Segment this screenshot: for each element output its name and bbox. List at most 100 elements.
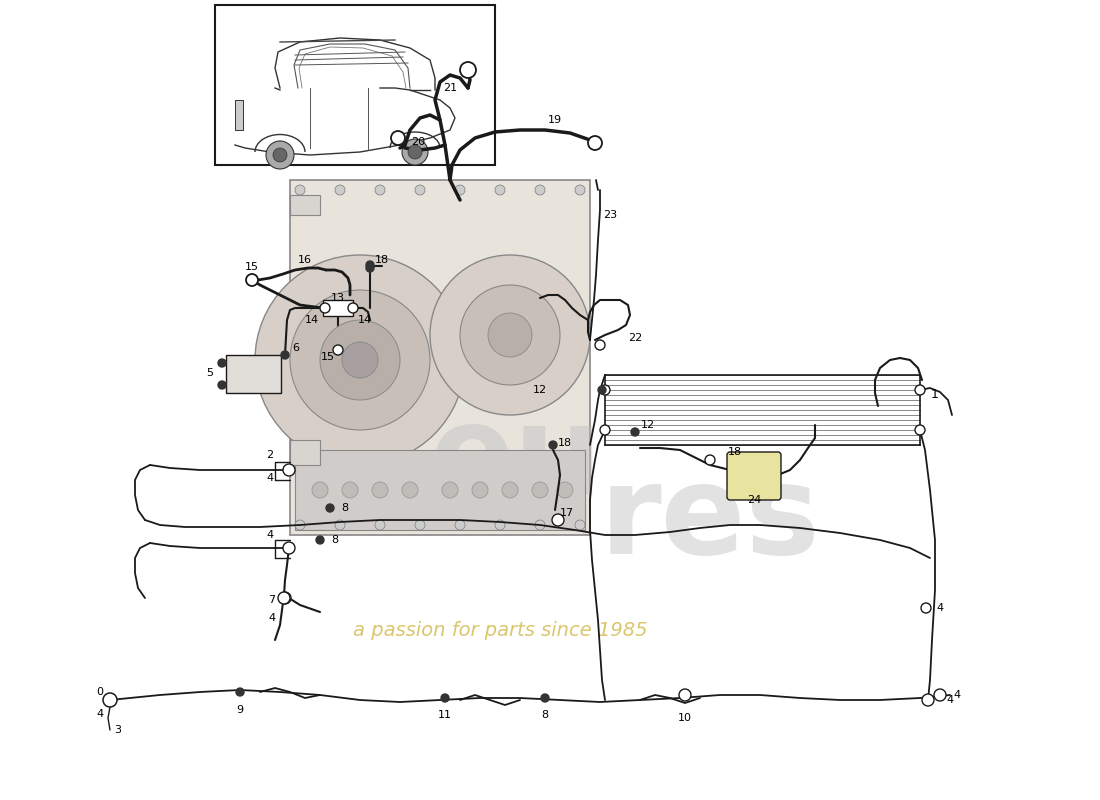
Text: 14: 14: [358, 315, 372, 325]
Circle shape: [402, 482, 418, 498]
Text: 1: 1: [931, 389, 939, 402]
Text: 10: 10: [678, 713, 692, 723]
Text: 4: 4: [946, 695, 954, 705]
Circle shape: [103, 693, 117, 707]
Circle shape: [408, 145, 422, 159]
Circle shape: [320, 320, 400, 400]
Circle shape: [541, 694, 549, 702]
Text: 21: 21: [443, 83, 458, 93]
Text: 8: 8: [331, 535, 339, 545]
Circle shape: [535, 185, 544, 195]
Circle shape: [922, 694, 934, 706]
Bar: [323, 300, 353, 316]
Circle shape: [390, 131, 405, 145]
Text: res: res: [600, 459, 821, 581]
Bar: [226, 355, 280, 393]
Circle shape: [375, 185, 385, 195]
Text: 18: 18: [558, 438, 572, 448]
Circle shape: [631, 428, 639, 436]
Circle shape: [372, 482, 388, 498]
Text: 8: 8: [341, 503, 349, 513]
Text: 4: 4: [266, 530, 274, 540]
Circle shape: [333, 345, 343, 355]
Text: 8: 8: [541, 710, 549, 720]
Text: 23: 23: [603, 210, 617, 220]
Text: 5: 5: [207, 368, 213, 378]
Circle shape: [278, 592, 290, 604]
Text: 24: 24: [747, 495, 761, 505]
Text: 4: 4: [268, 613, 276, 623]
Circle shape: [316, 536, 324, 544]
Bar: [295, 450, 585, 530]
Circle shape: [921, 603, 931, 613]
Bar: [290, 440, 320, 465]
Text: 11: 11: [438, 710, 452, 720]
Text: 15: 15: [245, 262, 258, 272]
Text: a passion for parts since 1985: a passion for parts since 1985: [353, 621, 647, 639]
Circle shape: [366, 264, 374, 272]
Circle shape: [283, 464, 295, 476]
Circle shape: [348, 303, 358, 313]
Circle shape: [430, 255, 590, 415]
Bar: [235, 100, 243, 130]
Circle shape: [246, 274, 258, 286]
Circle shape: [326, 504, 334, 512]
Text: 4: 4: [936, 603, 944, 613]
Text: 7: 7: [268, 595, 276, 605]
Circle shape: [472, 482, 488, 498]
Circle shape: [552, 514, 564, 526]
Circle shape: [455, 520, 465, 530]
Text: 4: 4: [97, 709, 103, 719]
Circle shape: [279, 592, 292, 604]
Text: 18: 18: [728, 447, 743, 457]
Bar: [214, 5, 495, 165]
Circle shape: [280, 351, 289, 359]
Circle shape: [598, 386, 606, 394]
Circle shape: [366, 261, 374, 269]
Text: 0: 0: [97, 687, 103, 697]
Text: 6: 6: [293, 343, 299, 353]
Circle shape: [535, 520, 544, 530]
Circle shape: [273, 148, 287, 162]
Circle shape: [549, 441, 557, 449]
Circle shape: [575, 520, 585, 530]
Circle shape: [375, 520, 385, 530]
Text: 4: 4: [954, 690, 960, 700]
Text: 13: 13: [331, 293, 345, 303]
FancyBboxPatch shape: [727, 452, 781, 500]
Bar: [290, 195, 320, 215]
Circle shape: [495, 185, 505, 195]
Text: 9: 9: [236, 705, 243, 715]
Bar: [290, 180, 590, 535]
Circle shape: [336, 185, 345, 195]
Circle shape: [295, 185, 305, 195]
Circle shape: [575, 185, 585, 195]
Circle shape: [595, 340, 605, 350]
Circle shape: [679, 689, 691, 701]
Circle shape: [557, 482, 573, 498]
Circle shape: [502, 482, 518, 498]
Circle shape: [460, 285, 560, 385]
Circle shape: [532, 482, 548, 498]
Circle shape: [342, 342, 378, 378]
Circle shape: [442, 482, 458, 498]
Circle shape: [266, 141, 294, 169]
Circle shape: [336, 520, 345, 530]
Circle shape: [600, 425, 610, 435]
Circle shape: [415, 185, 425, 195]
Text: 3: 3: [114, 725, 121, 735]
Text: 12: 12: [532, 385, 547, 395]
Text: 15: 15: [321, 352, 336, 362]
Circle shape: [320, 303, 330, 313]
Circle shape: [218, 381, 226, 389]
Circle shape: [455, 185, 465, 195]
Circle shape: [402, 139, 428, 165]
Circle shape: [934, 689, 946, 701]
Circle shape: [600, 385, 610, 395]
Text: eu: eu: [430, 399, 604, 521]
Text: 18: 18: [375, 255, 389, 265]
Circle shape: [915, 385, 925, 395]
Circle shape: [441, 694, 449, 702]
Circle shape: [705, 455, 715, 465]
Circle shape: [255, 255, 465, 465]
